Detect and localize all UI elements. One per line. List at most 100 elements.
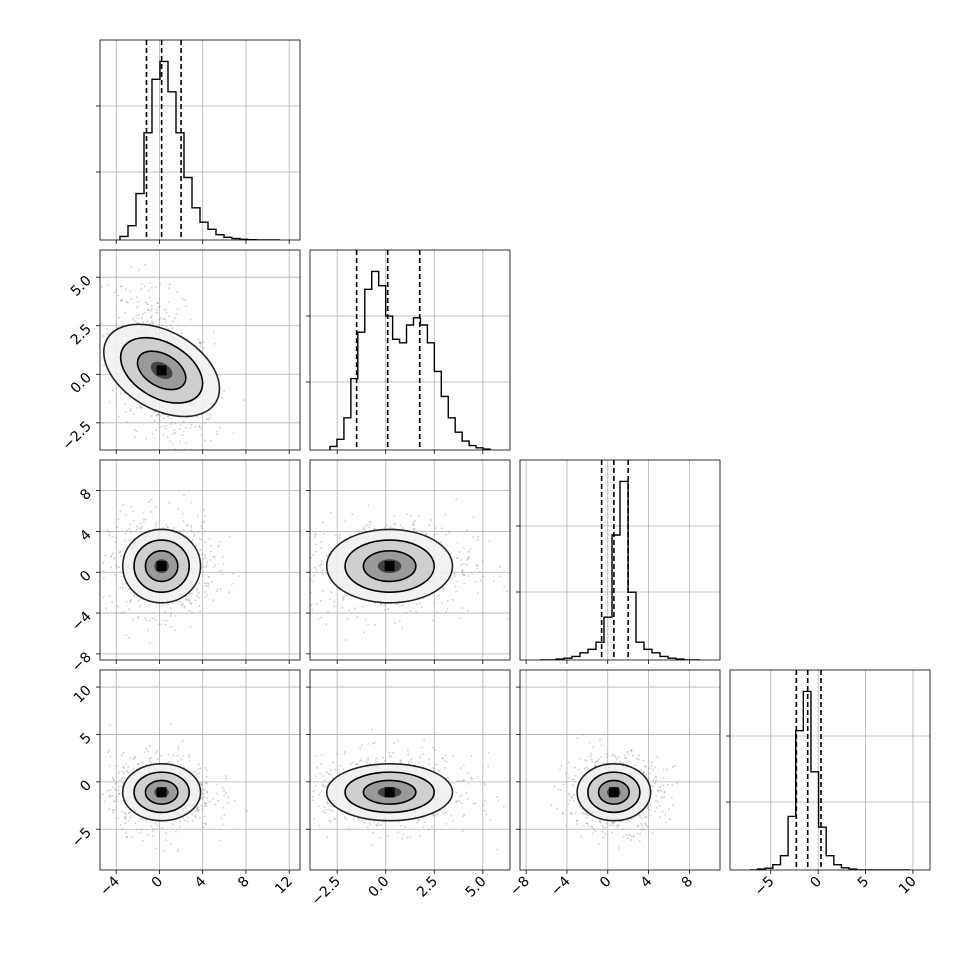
scatter-point: [477, 775, 480, 778]
scatter-point: [169, 614, 172, 617]
scatter-point: [583, 767, 586, 770]
scatter-point: [155, 429, 158, 432]
scatter-point: [655, 776, 658, 779]
scatter-point: [169, 612, 172, 615]
scatter-point: [160, 425, 163, 428]
scatter-point: [166, 602, 169, 605]
scatter-point: [137, 616, 140, 619]
scatter-point: [323, 779, 326, 782]
scatter-point: [401, 837, 404, 840]
scatter-point: [623, 757, 626, 760]
scatter-point: [459, 794, 462, 797]
scatter-point: [117, 316, 120, 319]
scatter-point: [144, 518, 147, 521]
scatter-point: [351, 513, 354, 516]
scatter-point: [217, 544, 220, 547]
scatter-point: [118, 792, 121, 795]
scatter-point: [322, 589, 325, 592]
scatter-point: [355, 763, 358, 766]
xtick-label: 4: [192, 873, 210, 891]
scatter-point: [644, 765, 647, 768]
scatter-point: [564, 781, 567, 784]
scatter-point: [583, 812, 586, 815]
scatter-point: [121, 582, 124, 585]
scatter-point: [181, 739, 184, 742]
scatter-point: [378, 824, 381, 827]
scatter-point: [152, 830, 155, 833]
scatter-point: [184, 426, 187, 429]
scatter-point: [132, 595, 135, 598]
scatter-point: [147, 309, 150, 312]
scatter-point: [644, 824, 647, 827]
histogram-step-1: [329, 270, 491, 450]
scatter-point: [200, 804, 203, 807]
scatter-point: [317, 805, 320, 808]
scatter-point: [450, 814, 453, 817]
scatter-point: [303, 809, 305, 811]
scatter-point: [570, 812, 573, 815]
scatter-point: [197, 767, 200, 770]
scatter-point: [130, 598, 133, 601]
scatter-point: [114, 800, 117, 803]
scatter-point: [115, 536, 118, 539]
scatter-point: [206, 790, 209, 793]
scatter-point: [109, 755, 112, 758]
scatter-point: [237, 575, 240, 578]
scatter-point: [406, 836, 409, 839]
scatter-point: [641, 817, 644, 820]
scatter-point: [102, 577, 105, 580]
scatter-point: [332, 761, 335, 764]
scatter-point: [114, 574, 117, 577]
scatter-point: [305, 807, 307, 809]
scatter-point: [357, 818, 360, 821]
scatter-point: [366, 826, 369, 829]
scatter-point: [306, 568, 308, 570]
scatter-point: [145, 619, 148, 622]
scatter-point: [420, 606, 423, 609]
scatter-point: [415, 602, 418, 605]
scatter-point: [214, 803, 217, 806]
scatter-point: [175, 312, 178, 315]
scatter-point: [175, 831, 178, 834]
scatter-point: [132, 510, 135, 513]
scatter-point: [202, 792, 205, 795]
scatter-point: [419, 834, 422, 837]
scatter-point: [629, 749, 632, 752]
scatter-point: [169, 324, 172, 327]
scatter-point: [120, 810, 123, 813]
scatter-point: [590, 758, 593, 761]
scatter-point: [585, 822, 588, 825]
scatter-point: [325, 623, 328, 626]
scatter-point: [417, 819, 420, 822]
scatter-point: [432, 767, 435, 770]
scatter-point: [132, 316, 135, 319]
scatter-point: [624, 756, 627, 759]
scatter-point: [304, 552, 306, 554]
scatter-point: [142, 321, 145, 324]
scatter-point: [367, 623, 370, 626]
scatter-point: [598, 819, 601, 822]
scatter-point: [630, 835, 633, 838]
scatter-point: [647, 805, 650, 808]
scatter-point: [638, 813, 641, 816]
scatter-point: [160, 323, 163, 326]
scatter-point: [456, 780, 459, 783]
scatter-point: [362, 526, 365, 529]
scatter-point: [138, 527, 141, 530]
scatter-point: [183, 454, 185, 456]
scatter-point: [587, 825, 590, 828]
scatter-point: [112, 778, 115, 781]
scatter-point: [247, 514, 249, 516]
scatter-point: [562, 783, 565, 786]
scatter-point: [178, 427, 181, 430]
scatter-point: [325, 771, 328, 774]
scatter-point: [119, 510, 122, 513]
scatter-point: [108, 534, 111, 537]
scatter-point: [124, 817, 127, 820]
scatter-point: [441, 527, 444, 530]
scatter-point: [124, 763, 127, 766]
scatter-point: [611, 825, 614, 828]
scatter-point: [205, 564, 208, 567]
ytick-label: −5: [69, 825, 95, 851]
scatter-point: [585, 812, 588, 815]
